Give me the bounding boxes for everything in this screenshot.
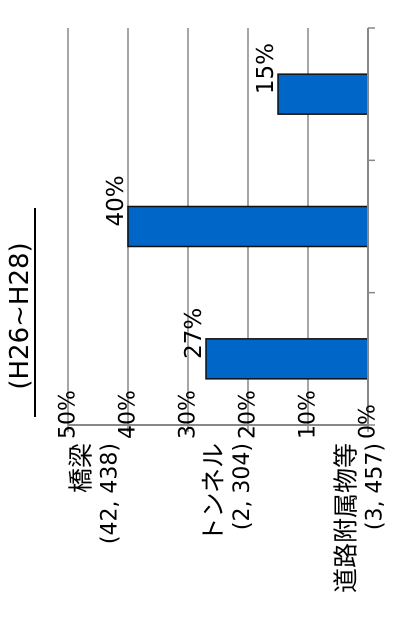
- category-label: 道路附属物等: [331, 443, 360, 593]
- category-count-label: (3, 457): [362, 443, 387, 530]
- tick-label: 10%: [296, 390, 321, 439]
- tick-label: 40%: [116, 390, 141, 439]
- category-label: トンネル: [199, 443, 228, 543]
- tick-label: 30%: [176, 390, 201, 439]
- axes: [67, 27, 375, 432]
- bar: [205, 338, 369, 380]
- tick-label: 0%: [356, 404, 381, 439]
- data-label: 15%: [253, 43, 279, 94]
- labels: 0% 10% 20% 30% 40% 50% 15% 橋梁 (42, 438) 40% トンネル (2…: [56, 43, 388, 593]
- category-count-label: (2, 304): [230, 443, 255, 530]
- tick-label: 20%: [236, 390, 261, 439]
- bar: [277, 73, 369, 115]
- tick-label: 50%: [56, 390, 81, 439]
- data-label: 27%: [181, 308, 207, 359]
- bar: [127, 205, 369, 248]
- category-count-label: (42, 438): [98, 443, 123, 544]
- chart-title: (H26~H28): [5, 242, 35, 389]
- category-label: 橋梁: [67, 443, 96, 493]
- data-label: 40%: [103, 175, 129, 226]
